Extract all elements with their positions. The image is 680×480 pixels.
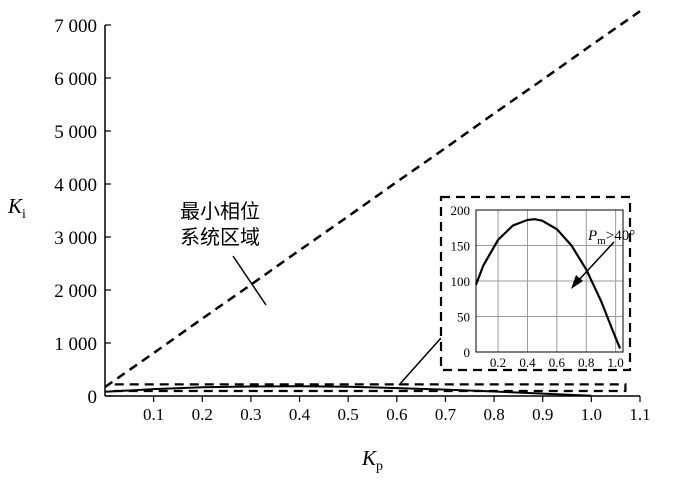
x-axis-label-sub: p xyxy=(376,459,383,474)
y-axis-label: Ki xyxy=(7,194,26,222)
inset-x-tick-label: 0.4 xyxy=(519,355,536,370)
inset-annotation: Pm>40° xyxy=(587,228,635,247)
x-tick-label: 0.9 xyxy=(532,405,553,424)
x-tick-label: 0.2 xyxy=(192,405,213,424)
series-lower-curve-solid xyxy=(104,385,592,397)
x-ticks: 0.1 0.2 0.3 0.4 0.5 0.6 0.7 0.8 0.9 1.0 1.1 xyxy=(143,396,651,424)
x-tick-label: 0.4 xyxy=(289,405,311,424)
inset-y-tick-label: 200 xyxy=(451,203,471,218)
inset-y-tick-label: 50 xyxy=(457,310,470,325)
inset-x-tick-label: 1.0 xyxy=(608,355,624,370)
x-tick-label: 0.3 xyxy=(240,405,261,424)
inset-y-tick-label: 150 xyxy=(451,239,471,254)
inset-y-tick-label: 0 xyxy=(464,345,471,360)
y-tick-label: 3 000 xyxy=(54,228,97,249)
x-tick-label: 0.6 xyxy=(386,405,407,424)
x-tick-label: 0.5 xyxy=(338,405,359,424)
x-tick-label: 1.0 xyxy=(581,405,602,424)
x-tick-label: 0.8 xyxy=(483,405,504,424)
y-tick-label: 1 000 xyxy=(54,334,97,355)
y-tick-label: 0 xyxy=(88,387,98,408)
inset-plot-area xyxy=(475,209,624,353)
y-tick-label: 5 000 xyxy=(54,122,97,143)
inset-y-ticks: 0 50 100 150 200 xyxy=(451,203,471,360)
series-upper-boundary-dashed xyxy=(104,10,641,389)
y-ticks: 0 1 000 2 000 3 000 4 000 5 000 6 000 7 000 xyxy=(54,16,111,408)
inset-annotation-arrow-shaft xyxy=(576,241,615,283)
inset-y-tick-label: 100 xyxy=(451,274,471,289)
region-label-line-1: 最小相位 xyxy=(180,199,260,223)
x-tick-label: 0.1 xyxy=(143,405,164,424)
inset-annotation-arrowhead xyxy=(571,275,583,289)
y-tick-label: 6 000 xyxy=(54,69,97,90)
x-tick-label: 0.7 xyxy=(435,405,457,424)
inset-series-curve xyxy=(474,218,622,349)
inset-x-tick-label: 0.6 xyxy=(549,355,566,370)
y-tick-label: 2 000 xyxy=(54,281,97,302)
y-tick-label: 4 000 xyxy=(54,175,97,196)
x-tick-label: 1.1 xyxy=(629,405,650,424)
inset: 0 50 100 150 200 0.2 0.4 0.6 0.8 1.0 Pm>40° xyxy=(439,195,635,372)
inset-x-ticks: 0.2 0.4 0.6 0.8 1.0 xyxy=(490,355,624,370)
region-box xyxy=(113,383,627,393)
y-axis-label-sub: i xyxy=(22,207,26,222)
region-label-leader xyxy=(232,255,267,306)
x-axis-label: Kp xyxy=(361,446,383,474)
y-tick-label: 7 000 xyxy=(54,16,97,37)
inset-x-tick-label: 0.8 xyxy=(578,355,594,370)
inset-x-tick-label: 0.2 xyxy=(490,355,506,370)
inset-connector xyxy=(398,337,442,386)
inset-frame xyxy=(439,195,632,372)
region-label-line-2: 系统区域 xyxy=(180,225,260,249)
